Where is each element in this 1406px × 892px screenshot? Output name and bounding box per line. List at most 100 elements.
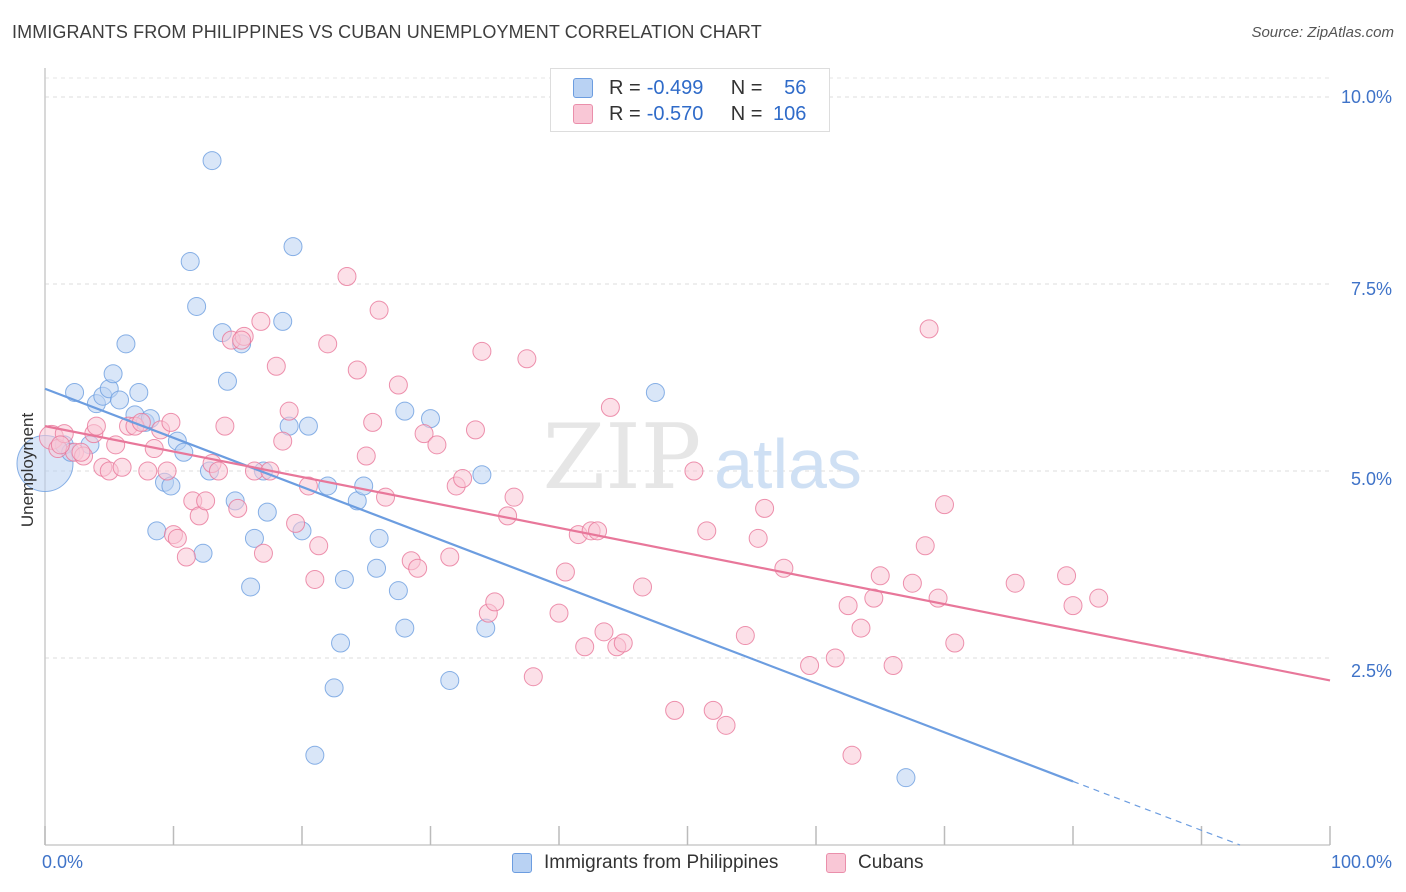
point-philippines bbox=[110, 390, 130, 410]
point-cubans bbox=[665, 700, 685, 720]
point-cubans bbox=[251, 311, 271, 331]
point-philippines bbox=[65, 382, 85, 402]
point-cubans bbox=[935, 495, 954, 515]
point-cubans bbox=[356, 446, 376, 466]
point-philippines bbox=[331, 633, 351, 653]
legend-swatch-philippines bbox=[512, 853, 532, 873]
point-cubans bbox=[208, 461, 228, 481]
point-philippines bbox=[305, 745, 325, 765]
point-cubans bbox=[363, 412, 383, 432]
point-cubans bbox=[228, 498, 248, 518]
point-cubans bbox=[440, 547, 460, 567]
point-cubans bbox=[800, 655, 820, 675]
point-cubans bbox=[465, 420, 485, 440]
point-cubans bbox=[273, 431, 293, 451]
chart-source: Source: ZipAtlas.com bbox=[1251, 24, 1394, 41]
point-philippines bbox=[103, 364, 123, 384]
point-philippines bbox=[472, 465, 492, 485]
watermark-atlas: atlas bbox=[714, 425, 862, 503]
legend-item-philippines: Immigrants from Philippines bbox=[512, 852, 778, 874]
point-cubans bbox=[1005, 573, 1025, 593]
legend-label-cubans: Cubans bbox=[858, 852, 924, 873]
legend-label-philippines: Immigrants from Philippines bbox=[544, 852, 779, 873]
legend-swatch-cubans bbox=[573, 104, 593, 124]
y-tick-label: 10.0% bbox=[1340, 87, 1392, 107]
point-philippines bbox=[180, 252, 200, 272]
y-tick-label: 5.0% bbox=[1350, 469, 1392, 489]
trend-line-philippines-extension bbox=[1072, 780, 1241, 846]
legend-stats: R = -0.499 N = 56 R = -0.570 N = 106 bbox=[550, 68, 830, 132]
trend-line-philippines bbox=[44, 387, 1074, 783]
point-cubans bbox=[286, 513, 306, 533]
point-cubans bbox=[1063, 596, 1083, 616]
y-axis-label: Unemployment bbox=[18, 412, 37, 528]
x-tick-label: 100.0% bbox=[1330, 852, 1392, 872]
point-cubans bbox=[161, 412, 181, 432]
point-cubans bbox=[453, 468, 473, 488]
point-cubans bbox=[523, 667, 543, 687]
grid-lines bbox=[45, 77, 1330, 659]
series-cubans bbox=[38, 267, 1109, 765]
point-cubans bbox=[337, 267, 357, 287]
point-cubans bbox=[851, 618, 871, 638]
point-philippines bbox=[388, 581, 408, 601]
point-cubans bbox=[167, 528, 187, 548]
point-philippines bbox=[187, 296, 207, 316]
point-philippines bbox=[147, 521, 167, 541]
point-cubans bbox=[703, 700, 723, 720]
point-cubans bbox=[883, 655, 903, 675]
point-cubans bbox=[902, 573, 922, 593]
point-cubans bbox=[305, 569, 325, 589]
point-cubans bbox=[369, 300, 389, 320]
legend-r-value: -0.499 bbox=[646, 76, 704, 99]
point-philippines bbox=[202, 151, 222, 171]
point-cubans bbox=[575, 637, 595, 657]
point-cubans bbox=[555, 562, 575, 582]
point-cubans bbox=[684, 461, 704, 481]
legend-row-cubans: R = -0.570 N = 106 bbox=[573, 101, 806, 127]
point-cubans bbox=[408, 558, 428, 578]
point-cubans bbox=[112, 457, 132, 477]
legend-r-label: R = bbox=[609, 76, 641, 99]
point-cubans bbox=[176, 547, 196, 567]
legend-swatch-cubans bbox=[826, 853, 846, 873]
watermark: ZIP atlas bbox=[543, 405, 862, 510]
point-cubans bbox=[945, 633, 965, 653]
point-philippines bbox=[395, 618, 415, 638]
legend-swatch-philippines bbox=[573, 78, 593, 98]
point-cubans bbox=[472, 341, 492, 361]
y-tick-label: 7.5% bbox=[1350, 279, 1392, 299]
point-cubans bbox=[915, 536, 935, 556]
point-cubans bbox=[825, 648, 845, 668]
point-philippines bbox=[334, 569, 354, 589]
point-cubans bbox=[838, 596, 858, 616]
point-cubans bbox=[613, 633, 633, 653]
point-cubans bbox=[600, 397, 620, 417]
point-cubans bbox=[594, 622, 614, 642]
legend-r-value: -0.570 bbox=[646, 102, 704, 125]
point-cubans bbox=[414, 424, 434, 444]
point-cubans bbox=[633, 577, 653, 597]
x-tick-label: 0.0% bbox=[42, 852, 84, 872]
point-philippines bbox=[241, 577, 261, 597]
point-philippines bbox=[283, 237, 303, 257]
point-cubans bbox=[517, 349, 537, 369]
point-cubans bbox=[279, 401, 299, 421]
point-philippines bbox=[193, 543, 213, 563]
point-philippines bbox=[116, 334, 136, 354]
legend-row-philippines: R = -0.499 N = 56 bbox=[573, 75, 806, 101]
point-cubans bbox=[309, 536, 329, 556]
point-philippines bbox=[217, 371, 237, 391]
trend-line-cubans bbox=[44, 425, 1331, 682]
point-cubans bbox=[266, 356, 286, 376]
point-philippines bbox=[257, 502, 277, 522]
legend-n-label: N = bbox=[730, 76, 763, 99]
point-philippines bbox=[298, 416, 318, 436]
point-cubans bbox=[748, 528, 768, 548]
point-cubans bbox=[755, 498, 775, 518]
point-cubans bbox=[697, 521, 717, 541]
point-cubans bbox=[716, 715, 736, 735]
point-cubans bbox=[50, 435, 70, 455]
point-philippines bbox=[896, 768, 916, 788]
